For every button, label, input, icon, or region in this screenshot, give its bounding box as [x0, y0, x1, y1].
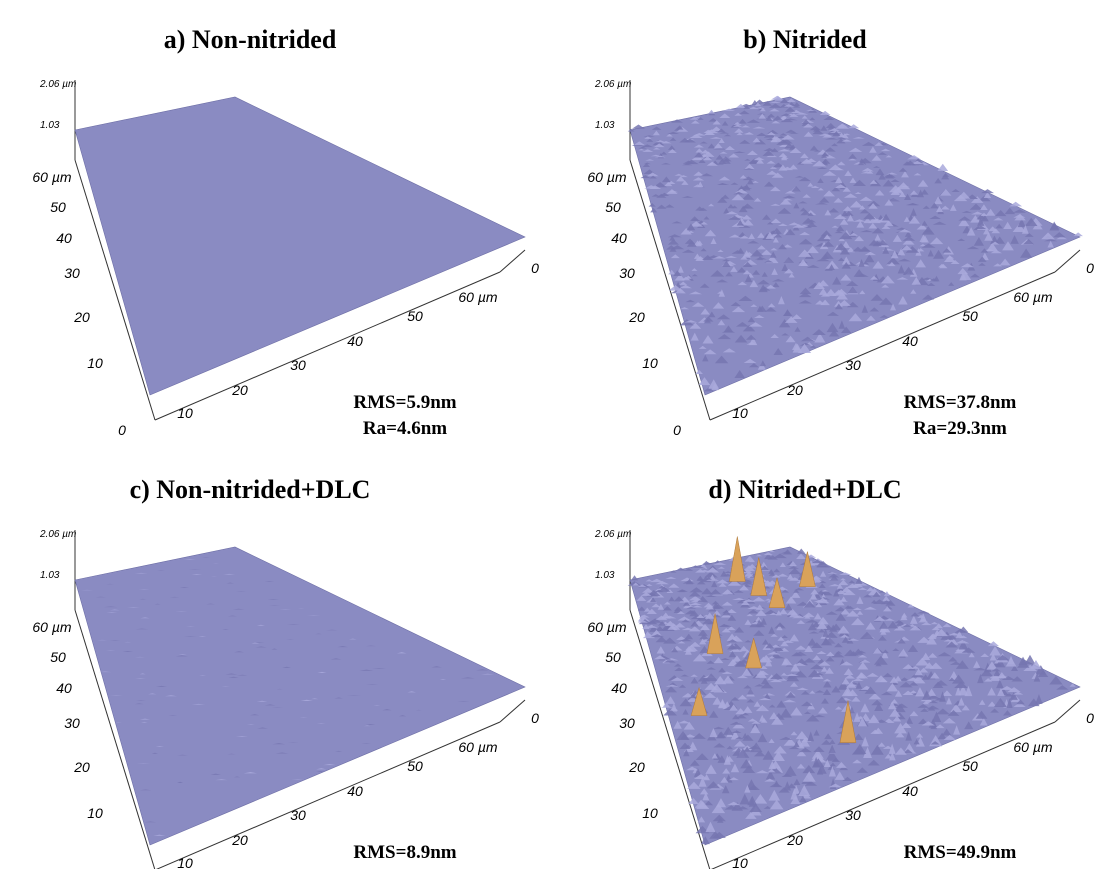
front-tick-label: 50: [962, 308, 978, 324]
ra: Ra=29.3nm: [913, 418, 1007, 439]
front-tick-label: 30: [290, 807, 306, 823]
panel: a) Non-nitrided 2.06 µm 1.03 60 µm 50 40 30 20 1…: [32, 25, 539, 439]
front-tick-label: 40: [902, 783, 918, 799]
surface-peak: [771, 96, 783, 100]
panel-title: c) Non-nitrided+DLC: [130, 475, 371, 504]
z-tick-label: 1.03: [595, 120, 615, 131]
front-tick-label: 60 µm: [458, 289, 498, 305]
side-zero-label: 0: [1086, 710, 1094, 726]
left-tick-label: 20: [628, 759, 645, 775]
side-axis: [1055, 700, 1080, 722]
left-tick-label: 40: [56, 230, 72, 246]
z-tick-label: 1.03: [40, 570, 60, 581]
surface: [75, 547, 525, 845]
front-tick-label: 60 µm: [1013, 289, 1053, 305]
rms: RMS=8.9nm: [353, 842, 456, 863]
rms: RMS=5.9nm: [353, 392, 456, 413]
side-axis: [500, 700, 525, 722]
front-tick-label: 10: [177, 855, 193, 869]
side-zero-label: 0: [531, 260, 539, 276]
front-tick-label: 40: [902, 333, 918, 349]
surface: [75, 97, 525, 395]
front-tick-label: 50: [407, 308, 423, 324]
left-tick-label: 10: [642, 805, 658, 821]
side-zero-label: 0: [1086, 260, 1094, 276]
front-tick-label: 20: [231, 382, 248, 398]
left-tick-label: 20: [628, 309, 645, 325]
rms: RMS=49.9nm: [904, 842, 1017, 863]
front-tick-label: 20: [231, 832, 248, 848]
front-tick-label: 60 µm: [1013, 739, 1053, 755]
left-tick-label: 20: [73, 309, 90, 325]
panel-title: d) Nitrided+DLC: [708, 475, 901, 504]
side-axis: [500, 250, 525, 272]
front-tick-label: 60 µm: [458, 739, 498, 755]
panel-title: a) Non-nitrided: [164, 25, 337, 54]
front-tick-label: 50: [962, 758, 978, 774]
panel: c) Non-nitrided+DLC 2.06 µm 1.03 60 µm 50 40 3…: [32, 475, 539, 869]
left-tick-label: 40: [611, 680, 627, 696]
front-tick-label: 30: [845, 807, 861, 823]
left-tick-label: 30: [64, 265, 80, 281]
left-tick-label: 60 µm: [587, 169, 627, 185]
surface-peak: [937, 164, 948, 171]
left-tick-label: 10: [87, 355, 103, 371]
front-tick-label: 30: [845, 357, 861, 373]
front-tick-label: 20: [786, 382, 803, 398]
surface-peak: [1025, 655, 1036, 664]
panel: d) Nitrided+DLC 2.06 µm 1.03 60 µm 50 40 30 20 1…: [587, 475, 1094, 869]
left-tick-label: 30: [619, 715, 635, 731]
ra: Ra=4.6nm: [363, 418, 447, 439]
origin-label: 0: [673, 422, 681, 438]
surface-peak: [632, 124, 645, 128]
left-tick-label: 60 µm: [32, 169, 72, 185]
z-tick-label: 2.06 µm: [594, 529, 631, 540]
front-tick-label: 10: [732, 405, 748, 421]
left-tick-label: 60 µm: [32, 619, 72, 635]
left-tick-label: 10: [87, 805, 103, 821]
front-tick-label: 10: [177, 405, 193, 421]
panel-title: b) Nitrided: [743, 25, 867, 54]
rms: RMS=37.8nm: [904, 392, 1017, 413]
figure: a) Non-nitrided 2.06 µm 1.03 60 µm 50 40 30 20 1…: [0, 0, 1110, 869]
front-tick-label: 10: [732, 855, 748, 869]
left-tick-label: 60 µm: [587, 619, 627, 635]
z-tick-label: 1.03: [595, 570, 615, 581]
z-tick-label: 2.06 µm: [39, 79, 76, 90]
left-tick-label: 40: [611, 230, 627, 246]
left-tick-label: 50: [605, 649, 621, 665]
left-tick-label: 50: [605, 199, 621, 215]
front-tick-label: 40: [347, 333, 363, 349]
left-tick-label: 30: [619, 265, 635, 281]
left-tick-label: 50: [50, 649, 66, 665]
side-zero-label: 0: [531, 710, 539, 726]
z-tick-label: 1.03: [40, 120, 60, 131]
z-tick-label: 2.06 µm: [594, 79, 631, 90]
surface-peak: [631, 575, 638, 580]
left-tick-label: 40: [56, 680, 72, 696]
left-tick-label: 50: [50, 199, 66, 215]
left-tick-label: 30: [64, 715, 80, 731]
front-tick-label: 20: [786, 832, 803, 848]
origin-label: 0: [118, 422, 126, 438]
z-tick-label: 2.06 µm: [39, 529, 76, 540]
left-tick-label: 20: [73, 759, 90, 775]
panel: b) Nitrided 2.06 µm 1.03 60 µm 50 40 30 20 10 0 10…: [587, 25, 1094, 439]
side-axis: [1055, 250, 1080, 272]
front-tick-label: 40: [347, 783, 363, 799]
surface-peak: [708, 110, 714, 114]
left-tick-label: 10: [642, 355, 658, 371]
front-tick-label: 50: [407, 758, 423, 774]
front-tick-label: 30: [290, 357, 306, 373]
